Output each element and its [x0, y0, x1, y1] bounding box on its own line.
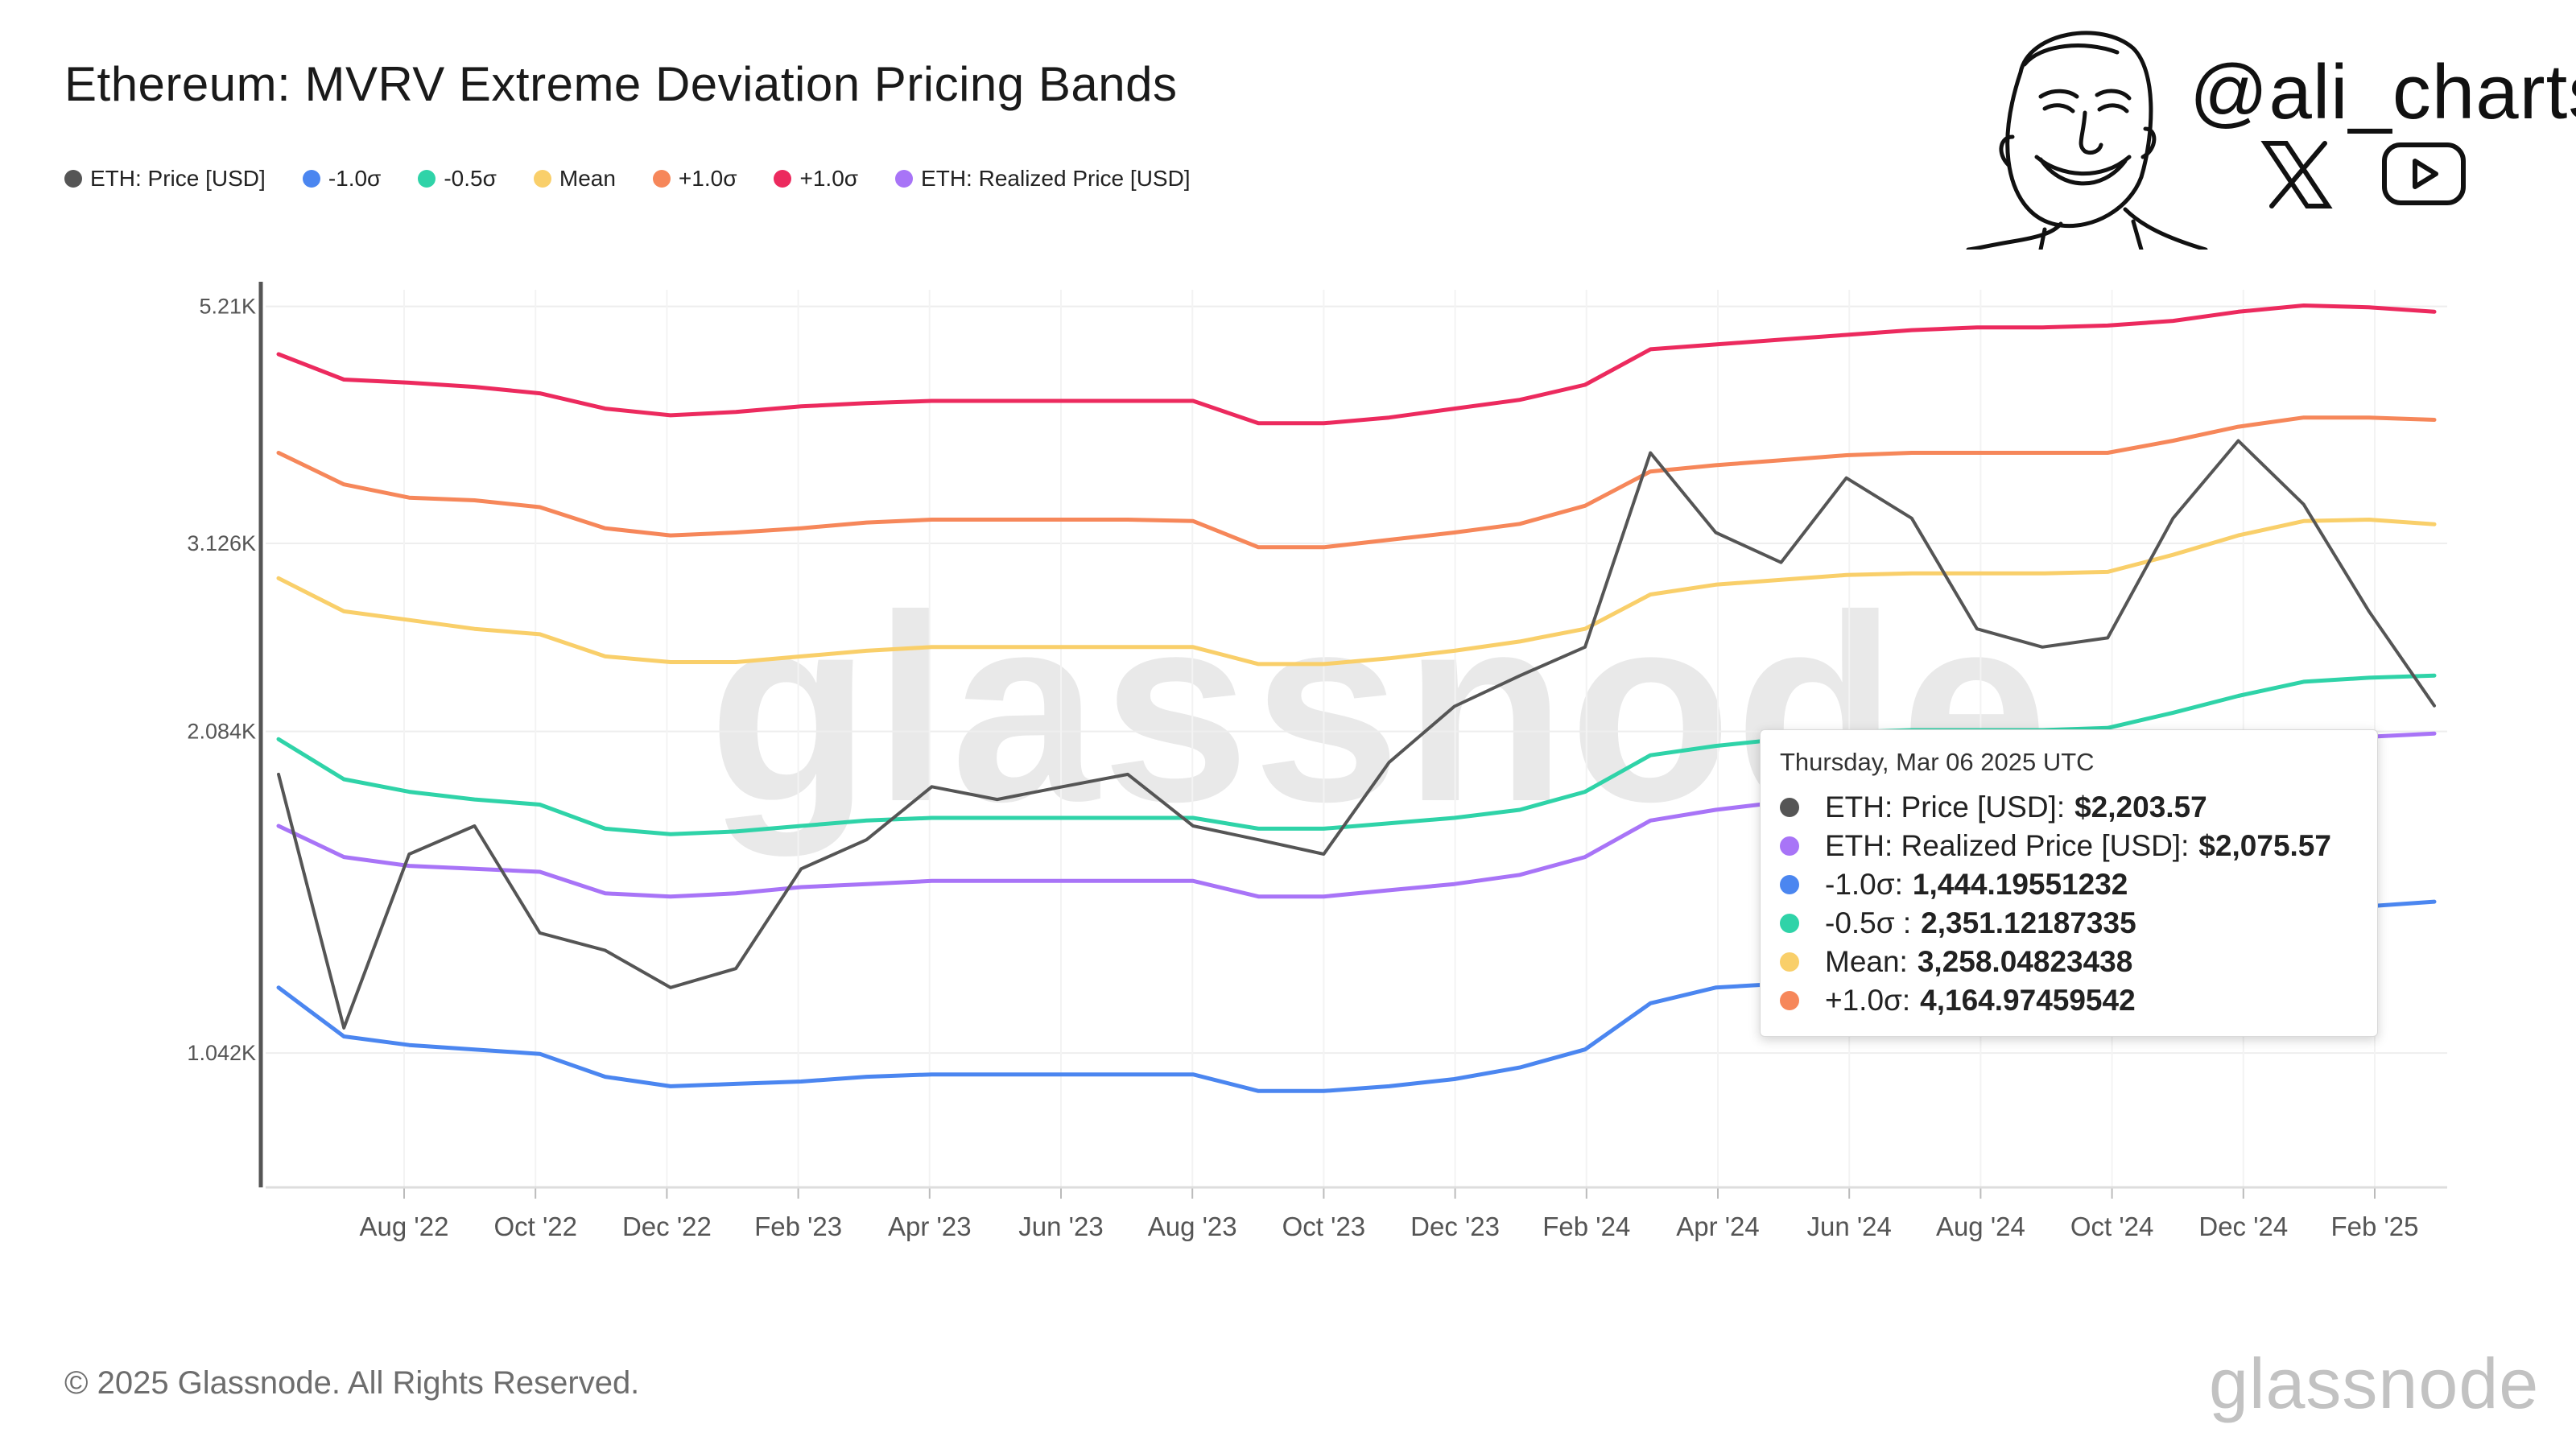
legend-label: +1.0σ	[678, 166, 737, 191]
legend-item-realized-price[interactable]: ETH: Realized Price [USD]	[895, 166, 1191, 192]
x-tick-label: Apr '23	[888, 1212, 972, 1241]
tooltip-row-mean: Mean: 3,258.04823438	[1780, 943, 2358, 981]
legend-swatch	[302, 170, 320, 188]
series-line--1-0--0	[276, 303, 2437, 426]
x-tick-label: Dec '22	[622, 1212, 712, 1241]
legend-swatch	[652, 170, 671, 188]
tooltip-value: 1,444.19551232	[1912, 868, 2128, 901]
chart-legend: ETH: Price [USD] -1.0σ -0.5σ Mean +1.0σ …	[64, 166, 1191, 192]
chart-tooltip: Thursday, Mar 06 2025 UTC ETH: Price [US…	[1760, 729, 2378, 1037]
tooltip-value: 4,164.97459542	[1920, 984, 2136, 1017]
tooltip-label: ETH: Price [USD]:	[1825, 791, 2066, 824]
tooltip-swatch	[1780, 798, 1799, 817]
tooltip-label: +1.0σ:	[1825, 984, 1911, 1017]
tooltip-swatch	[1780, 952, 1799, 972]
legend-item-eth-price[interactable]: ETH: Price [USD]	[64, 166, 266, 192]
legend-item-minus-0-5-sigma[interactable]: -0.5σ	[418, 166, 497, 192]
tooltip-row-minus-1-sigma: -1.0σ: 1,444.19551232	[1780, 865, 2358, 904]
avatar	[1966, 31, 2208, 250]
series-line--1-0--1	[276, 415, 2437, 550]
legend-label: ETH: Realized Price [USD]	[921, 166, 1191, 191]
tooltip-date: Thursday, Mar 06 2025 UTC	[1780, 748, 2095, 776]
legend-swatch	[418, 170, 436, 188]
legend-swatch	[533, 170, 551, 188]
legend-label: ETH: Price [USD]	[90, 166, 266, 191]
legend-item-mean[interactable]: Mean	[533, 166, 616, 192]
tooltip-row-minus-0-5-sigma: -0.5σ : 2,351.12187335	[1780, 904, 2358, 943]
tooltip-value: $2,203.57	[2074, 791, 2207, 824]
legend-swatch	[895, 170, 914, 188]
tooltip-swatch	[1780, 914, 1799, 933]
x-tick-label: Jun '24	[1807, 1212, 1892, 1241]
chart-title: Ethereum: MVRV Extreme Deviation Pricing…	[64, 57, 1178, 111]
x-tick-label: Dec '24	[2198, 1212, 2288, 1241]
y-tick-label: 5.21K	[199, 295, 256, 319]
x-tick-label: Apr '24	[1676, 1212, 1760, 1241]
series-line-mean-2	[276, 518, 2437, 667]
tooltip-label: Mean:	[1825, 945, 1908, 978]
x-tick-label: Aug '24	[1936, 1212, 2025, 1241]
tooltip-label: -0.5σ :	[1825, 906, 1912, 939]
y-tick-label: 1.042K	[187, 1041, 256, 1065]
tooltip-value: 2,351.12187335	[1921, 906, 2136, 939]
x-tick-label: Jun '23	[1018, 1212, 1103, 1241]
x-tick-label: Feb '23	[754, 1212, 842, 1241]
legend-label: -0.5σ	[444, 166, 497, 191]
tooltip-swatch	[1780, 991, 1799, 1010]
tooltip-swatch	[1780, 836, 1799, 856]
legend-swatch	[774, 170, 792, 188]
x-tick-label: Oct '24	[2070, 1212, 2154, 1241]
series-line--0-5--3	[276, 673, 2437, 836]
x-tick-label: Aug '22	[360, 1212, 449, 1241]
tooltip-value: $2,075.57	[2198, 829, 2331, 862]
tooltip-label: ETH: Realized Price [USD]:	[1825, 829, 2190, 862]
x-tick-label: Feb '24	[1542, 1212, 1630, 1241]
tooltip-swatch	[1780, 875, 1799, 894]
tooltip-row-eth-price: ETH: Price [USD]: $2,203.57	[1780, 788, 2358, 827]
legend-item-minus-1-sigma[interactable]: -1.0σ	[302, 166, 382, 192]
glassnode-logo[interactable]: glassnode	[2209, 1344, 2540, 1423]
legend-item-plus-1-sigma-red[interactable]: +1.0σ	[774, 166, 858, 192]
legend-label: -1.0σ	[328, 166, 382, 191]
x-tick-label: Feb '25	[2330, 1212, 2418, 1241]
y-tick-label: 3.126K	[187, 531, 256, 555]
tooltip-row-plus-1-sigma: +1.0σ: 4,164.97459542	[1780, 981, 2358, 1020]
tooltip-row-realized-price: ETH: Realized Price [USD]: $2,075.57	[1780, 827, 2358, 865]
tooltip-label: -1.0σ:	[1825, 868, 1903, 901]
youtube-icon[interactable]	[2381, 142, 2467, 206]
legend-label: Mean	[559, 166, 616, 191]
tooltip-value: 3,258.04823438	[1917, 945, 2133, 978]
legend-item-plus-1-sigma-orange[interactable]: +1.0σ	[652, 166, 737, 192]
x-tick-label: Aug '23	[1148, 1212, 1237, 1241]
x-tick-label: Dec '23	[1410, 1212, 1500, 1241]
y-tick-label: 2.084K	[187, 720, 256, 744]
x-tick-label: Oct '23	[1282, 1212, 1366, 1241]
x-logo-icon[interactable]	[2260, 140, 2333, 209]
copyright-text: © 2025 Glassnode. All Rights Reserved.	[64, 1365, 640, 1401]
author-handle: @ali_charts	[2190, 49, 2576, 135]
legend-swatch	[64, 170, 82, 188]
legend-label: +1.0σ	[799, 166, 859, 191]
series-line-eth-price-usd--6	[277, 439, 2436, 1030]
x-tick-label: Oct '22	[493, 1212, 577, 1241]
